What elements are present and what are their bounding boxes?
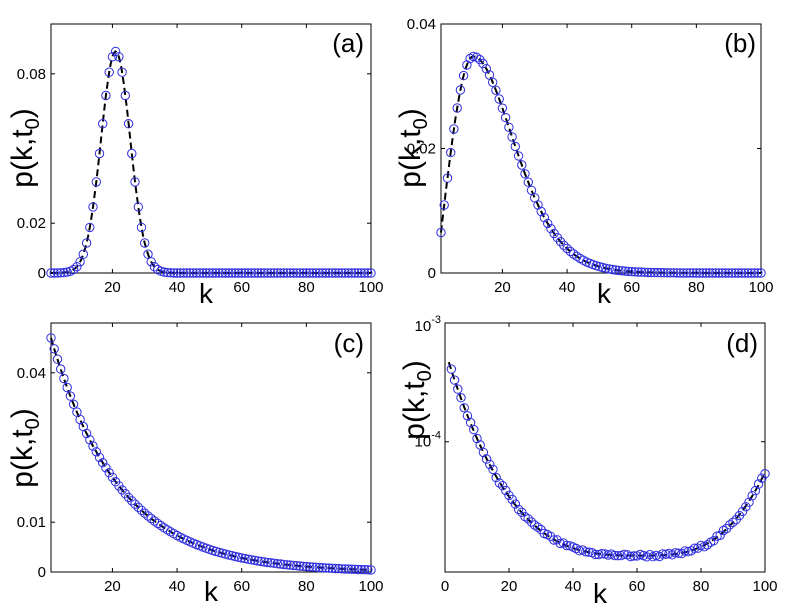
y-tick-label-base: 10: [415, 318, 432, 335]
x-tick-label: 100: [748, 279, 773, 296]
y-axis-label-main: p(k,t: [6, 129, 39, 188]
y-axis-label-sub: 0: [22, 418, 44, 429]
x-tick-label: 20: [104, 578, 121, 595]
x-axis-label: k: [593, 578, 608, 607]
y-axis-label: p(k,t0): [394, 108, 432, 187]
y-tick-label-exponent: -3: [431, 314, 441, 326]
x-tick-label: 0: [441, 578, 449, 595]
y-tick-label: 10-3: [415, 314, 441, 335]
x-tick-label: 40: [559, 279, 576, 296]
y-axis-label-main: p(k,t: [6, 429, 39, 488]
x-tick-label: 20: [494, 279, 511, 296]
panel-label: (d): [726, 328, 758, 358]
plot-frame: [445, 323, 765, 572]
x-axis-label: k: [597, 278, 612, 309]
plot-frame: [51, 24, 371, 273]
x-tick-label: 60: [623, 279, 640, 296]
y-axis-label-sub: 0: [414, 370, 436, 381]
y-tick-label: 0.01: [17, 514, 46, 531]
y-axis-label-close: ): [6, 408, 39, 418]
panel-label: (c): [334, 328, 364, 358]
x-tick-label: 20: [104, 279, 121, 296]
y-tick-label: 0.04: [17, 365, 46, 382]
panel-label: (b): [724, 28, 756, 58]
y-tick-label: 0: [38, 265, 46, 282]
panel-c: 20 40 60 80 10000.010.04 (c) k p(k,t0): [6, 323, 384, 607]
x-tick-label: 60: [233, 578, 250, 595]
x-tick-label: 60: [629, 578, 646, 595]
plot-frame: [441, 24, 761, 273]
y-axis-label: p(k,t0): [6, 108, 44, 187]
y-tick-label: 0.08: [17, 66, 46, 83]
y-tick-label: 0: [38, 564, 46, 581]
x-tick-label: 20: [501, 578, 518, 595]
y-axis-label-sub: 0: [22, 118, 44, 129]
x-tick-label: 60: [233, 279, 250, 296]
y-axis-label-sub: 0: [410, 118, 432, 129]
theory-curve: [449, 362, 764, 555]
x-tick-label: 40: [565, 578, 582, 595]
data-point: [447, 365, 455, 373]
y-tick-label: 0: [428, 265, 436, 282]
y-axis-label-close: ): [398, 360, 431, 370]
panel-label: (a): [332, 28, 364, 58]
y-axis-label-close: ): [394, 108, 427, 118]
panel-d: 0 20 40 60 80 10010-410-3 (d) k p(k,t0): [398, 314, 778, 607]
y-axis-label-main: p(k,t: [398, 381, 431, 440]
theory-curve: [51, 51, 371, 273]
y-axis-label-close: ): [6, 108, 39, 118]
x-tick-label: 40: [169, 578, 186, 595]
y-axis-label: p(k,t0): [398, 360, 436, 439]
x-axis-label: k: [199, 278, 214, 309]
x-tick-label: 100: [358, 279, 383, 296]
x-tick-label: 80: [298, 279, 315, 296]
x-tick-label: 80: [693, 578, 710, 595]
data-point: [63, 383, 71, 391]
figure: 20 40 60 80 10000.020.08 (a) k p(k,t0) 20 40 6…: [0, 0, 800, 607]
x-tick-label: 80: [688, 279, 705, 296]
y-tick-label: 0.02: [17, 215, 46, 232]
x-tick-label: 40: [169, 279, 186, 296]
x-tick-label: 100: [752, 578, 777, 595]
x-tick-label: 100: [358, 578, 383, 595]
y-axis-label: p(k,t0): [6, 408, 44, 487]
panel-a: 20 40 60 80 10000.020.08 (a) k p(k,t0): [6, 24, 384, 309]
y-axis-label-main: p(k,t: [394, 129, 427, 188]
theory-curve: [51, 338, 371, 570]
x-axis-label: k: [204, 576, 219, 607]
x-tick-label: 80: [298, 578, 315, 595]
y-tick-label-exponent: -4: [431, 430, 441, 442]
y-tick-label: 0.04: [407, 16, 436, 33]
theory-curve: [441, 56, 761, 273]
plot-frame: [51, 323, 371, 572]
